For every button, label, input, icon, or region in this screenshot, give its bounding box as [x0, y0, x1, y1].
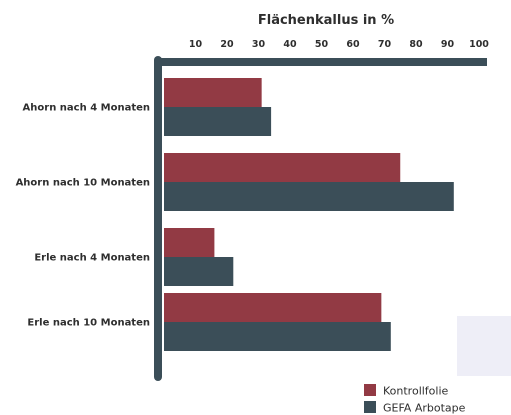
- bar-gefa-arbotape: [164, 107, 272, 136]
- x-tick-label: 60: [346, 39, 360, 50]
- bar-gefa-arbotape: [164, 182, 454, 211]
- x-tick-label: 50: [315, 39, 329, 50]
- chart-title: Flächenkallus in %: [258, 13, 394, 28]
- x-tick-label: 20: [220, 39, 234, 50]
- legend-label: Kontrollfolie: [383, 385, 449, 398]
- bar-kontrollfolie: [164, 228, 215, 257]
- bar-gefa-arbotape: [164, 322, 391, 351]
- legend-swatch: [364, 401, 376, 413]
- bar-kontrollfolie: [164, 153, 401, 182]
- bar-gefa-arbotape: [164, 257, 234, 286]
- x-tick-label: 80: [409, 39, 423, 50]
- axes: [154, 56, 487, 381]
- category-label: Ahorn nach 4 Monaten: [23, 103, 150, 114]
- bar-kontrollfolie: [164, 78, 262, 107]
- x-tick-label: 40: [283, 39, 297, 50]
- category-labels: Ahorn nach 4 Monaten Ahorn nach 10 Monate…: [16, 103, 150, 329]
- bar-kontrollfolie: [164, 293, 382, 322]
- bars: [164, 78, 454, 351]
- legend-swatch: [364, 384, 376, 396]
- x-tick-label: 90: [441, 39, 455, 50]
- legend: Kontrollfolie GEFA Arbotape: [364, 384, 466, 415]
- category-label: Ahorn nach 10 Monaten: [16, 178, 150, 189]
- x-axis-ticks: 10 20 30 40 50 60 70 80 90 100: [189, 39, 489, 50]
- x-tick-label: 70: [378, 39, 392, 50]
- legend-label: GEFA Arbotape: [383, 402, 466, 415]
- category-label: Erle nach 10 Monaten: [27, 318, 150, 329]
- x-tick-label: 100: [469, 39, 489, 50]
- x-tick-label: 30: [252, 39, 266, 50]
- category-label: Erle nach 4 Monaten: [34, 253, 150, 264]
- x-tick-label: 10: [189, 39, 203, 50]
- background-panel: [457, 316, 511, 376]
